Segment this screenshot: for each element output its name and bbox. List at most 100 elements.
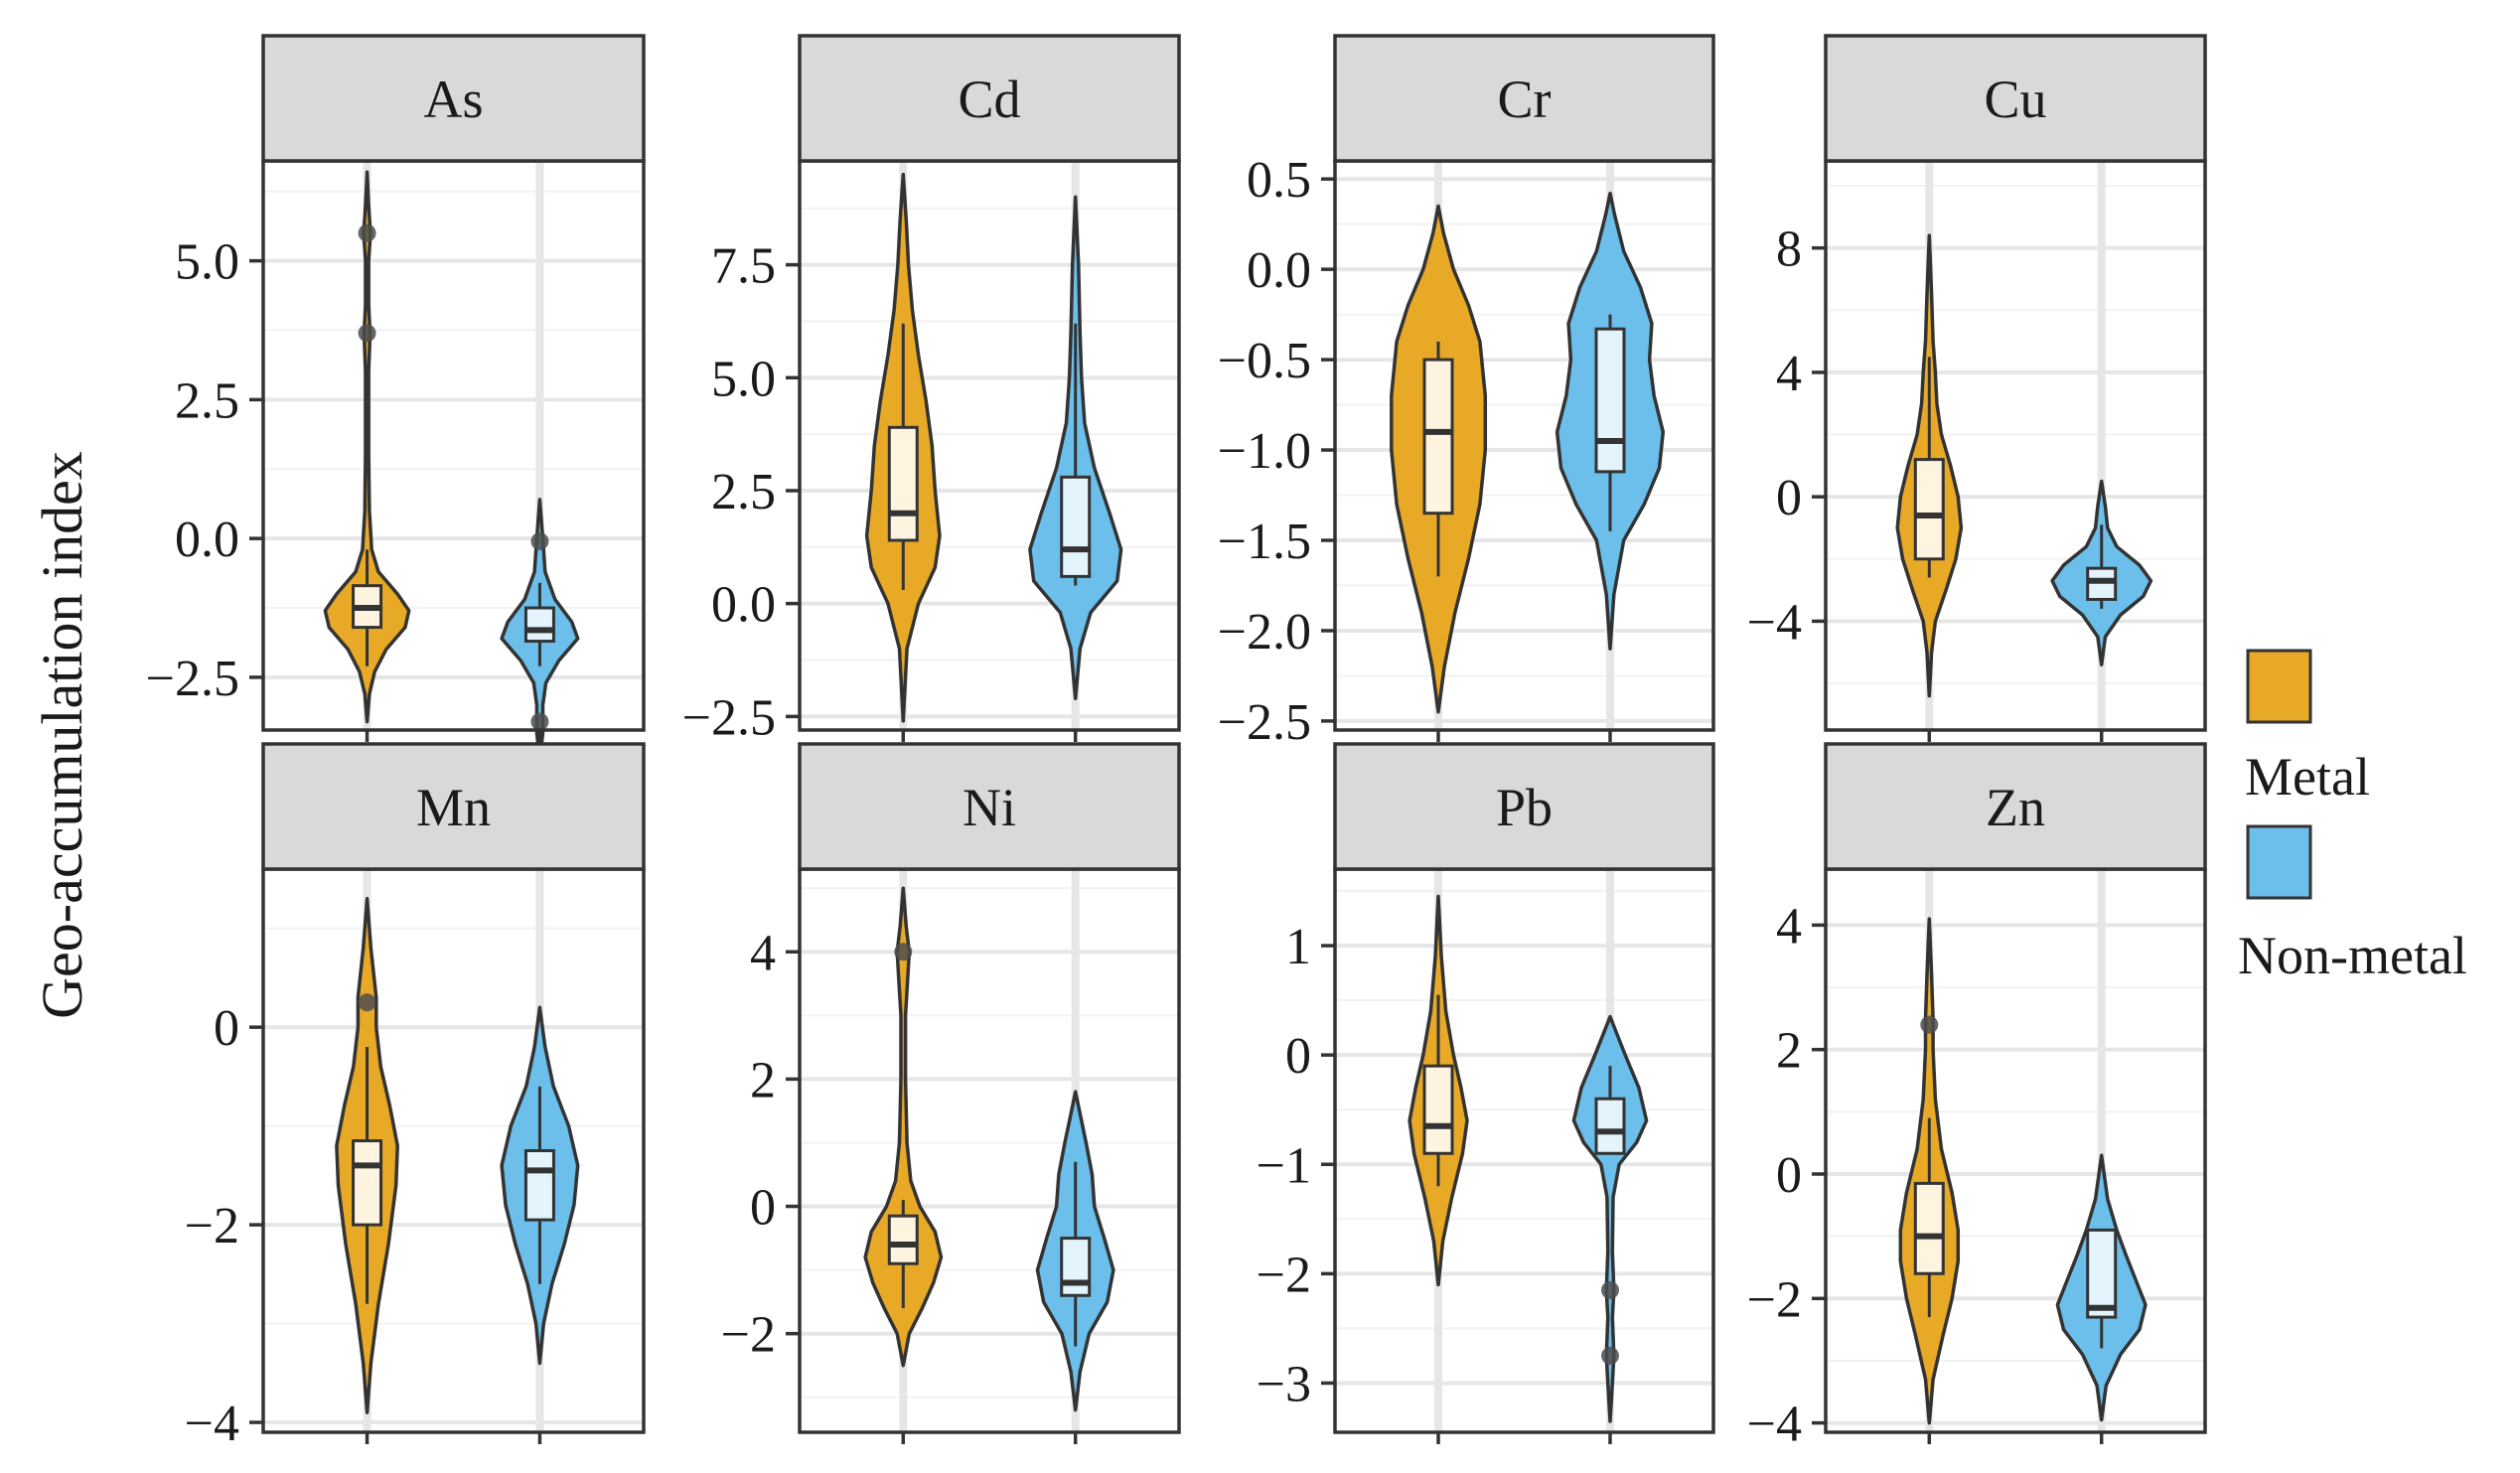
panel-Cu: Cu −4 0 4 8	[1747, 34, 2207, 742]
strip-background	[261, 742, 646, 871]
panel-Ni: Ni −2 0 2 4	[721, 742, 1181, 1444]
panel-background	[800, 869, 1179, 1432]
y-tick-label: 2.5	[711, 464, 776, 520]
panel-background	[1335, 869, 1713, 1432]
y-tick-label: 0.0	[175, 512, 239, 568]
panel-Zn: Zn −4 −2 0 2 4	[1747, 742, 2207, 1453]
y-tick-label: −2	[721, 1307, 776, 1364]
panel-Mn: Mn −4 −2 0	[185, 742, 646, 1452]
violin-group-metal	[1895, 233, 1964, 698]
facet-panels: As −2.5 0.0 2.5 5.0 Cd −2.5 0.0 2.5 5.0 7.5 Cr −2.5 −…	[146, 34, 2207, 1453]
panel-background	[263, 869, 644, 1432]
y-tick-label: −2	[1747, 1271, 1802, 1328]
strip-label-Cd: Cd	[958, 70, 1020, 129]
y-tick-label: 4	[750, 925, 776, 981]
y-tick-label: 1	[1285, 919, 1311, 975]
y-tick-label: −4	[185, 1396, 239, 1452]
box-iqr	[1060, 475, 1092, 578]
strip-background	[798, 34, 1181, 163]
outlier-point	[530, 531, 549, 550]
violin-group-metal	[863, 886, 944, 1368]
y-tick-label: 0.0	[711, 577, 776, 634]
y-tick-label: −2.5	[1218, 694, 1311, 751]
outlier-point	[530, 712, 549, 731]
panel-As: As −2.5 0.0 2.5 5.0	[146, 34, 646, 763]
y-tick-label: 0	[1285, 1028, 1311, 1085]
violin-group-metal	[335, 897, 399, 1414]
outlier-point	[358, 324, 376, 343]
violin-group-non-metal	[1035, 1090, 1115, 1412]
strip-label-Cr: Cr	[1498, 70, 1552, 129]
panel-Cd: Cd −2.5 0.0 2.5 5.0 7.5	[682, 34, 1181, 746]
strip-label-As: As	[423, 70, 483, 129]
box-iqr	[887, 1214, 919, 1265]
strip-background	[1333, 34, 1715, 163]
panel-Cr: Cr −2.5 −2.0 −1.5 −1.0 −0.5 0.0 0.5	[1218, 34, 1715, 751]
box-iqr	[523, 1149, 555, 1222]
y-tick-label: 0.0	[1247, 242, 1311, 299]
violin-body	[323, 170, 411, 724]
box-iqr	[1594, 327, 1626, 474]
violin-group-metal	[1390, 204, 1488, 714]
violin-group-metal	[864, 172, 942, 723]
strip-label-Ni: Ni	[963, 778, 1016, 837]
box-iqr	[1913, 458, 1945, 561]
violin-group-metal	[1898, 917, 1961, 1425]
violin-group-non-metal	[2050, 479, 2153, 666]
panel-background	[1826, 869, 2205, 1432]
violin-group-metal	[1408, 894, 1469, 1287]
y-tick-label: 4	[1776, 346, 1802, 402]
y-tick-label: 4	[1776, 898, 1802, 955]
legend-label: Metal	[2245, 747, 2370, 807]
outlier-point	[358, 223, 376, 242]
y-tick-label: 0	[750, 1180, 776, 1237]
legend-entry-metal: Metal	[2245, 649, 2370, 807]
panel-background	[1826, 161, 2205, 730]
violin-group-non-metal	[2055, 1153, 2148, 1422]
box-iqr	[2086, 1228, 2118, 1319]
violin-group-non-metal	[1571, 1014, 1649, 1423]
strip-background	[798, 742, 1181, 871]
y-tick-label: −3	[1257, 1356, 1311, 1412]
y-tick-label: 8	[1776, 221, 1802, 278]
y-tick-label: −1.5	[1218, 514, 1311, 570]
strip-background	[1824, 34, 2207, 163]
box-iqr	[887, 425, 919, 542]
legend-swatch	[2246, 824, 2312, 900]
y-tick-label: −2	[185, 1198, 239, 1254]
outlier-point	[358, 993, 376, 1012]
box-iqr	[523, 606, 555, 644]
violin-group-non-metal	[500, 498, 580, 763]
box-iqr	[1422, 1064, 1454, 1155]
y-tick-label: 0	[214, 1000, 239, 1057]
y-tick-label: −2.5	[146, 651, 239, 707]
y-tick-label: 5.0	[175, 234, 239, 291]
y-tick-label: 0	[1776, 470, 1802, 526]
box-iqr	[1913, 1181, 1945, 1275]
violin-group-non-metal	[1028, 195, 1123, 700]
y-tick-label: 2.5	[175, 372, 239, 429]
panel-Pb: Pb −3 −2 −1 0 1	[1257, 742, 1715, 1444]
legend-entry-non-metal: Non-metal	[2238, 824, 2467, 985]
y-tick-label: −1	[1257, 1137, 1311, 1194]
y-tick-label: 2	[750, 1052, 776, 1108]
box-iqr	[1060, 1237, 1092, 1297]
y-tick-label: −2.0	[1218, 604, 1311, 661]
y-tick-label: 2	[1776, 1023, 1802, 1080]
violin-group-non-metal	[500, 1005, 580, 1366]
y-tick-label: −1.0	[1218, 423, 1311, 480]
strip-background	[1824, 742, 2207, 871]
y-tick-label: 0	[1776, 1147, 1802, 1204]
strip-label-Zn: Zn	[1986, 778, 2045, 837]
legend: Metal Non-metal	[2238, 649, 2467, 985]
y-tick-label: 7.5	[711, 238, 776, 295]
box-iqr	[352, 1139, 383, 1227]
strip-background	[1333, 742, 1715, 871]
y-tick-label: −4	[1747, 1397, 1802, 1453]
strip-background	[261, 34, 646, 163]
y-tick-label: −2	[1257, 1247, 1311, 1303]
box-iqr	[1594, 1097, 1626, 1155]
outlier-point	[1920, 1015, 1939, 1034]
violin-group-metal	[323, 170, 411, 724]
outlier-point	[894, 943, 913, 961]
